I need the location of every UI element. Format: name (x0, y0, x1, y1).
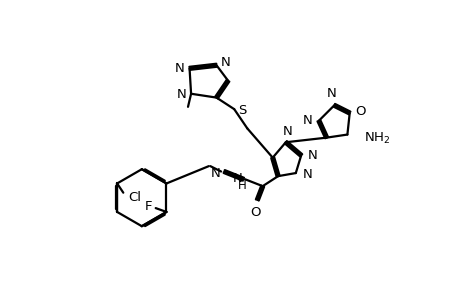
Text: N: N (176, 88, 186, 101)
Text: N: N (283, 124, 292, 138)
Text: N: N (308, 149, 317, 162)
Text: N: N (210, 167, 220, 180)
Text: N: N (326, 87, 336, 100)
Text: N: N (302, 114, 312, 127)
Text: NH$_2$: NH$_2$ (364, 131, 390, 146)
Text: F: F (144, 200, 151, 213)
Text: N: N (302, 168, 312, 181)
Text: N: N (232, 172, 242, 185)
Text: S: S (238, 104, 246, 117)
Text: N: N (220, 56, 230, 69)
Text: O: O (354, 105, 365, 118)
Text: Cl: Cl (128, 191, 140, 204)
Text: O: O (250, 206, 260, 219)
Text: H: H (238, 179, 246, 192)
Text: N: N (175, 62, 185, 75)
